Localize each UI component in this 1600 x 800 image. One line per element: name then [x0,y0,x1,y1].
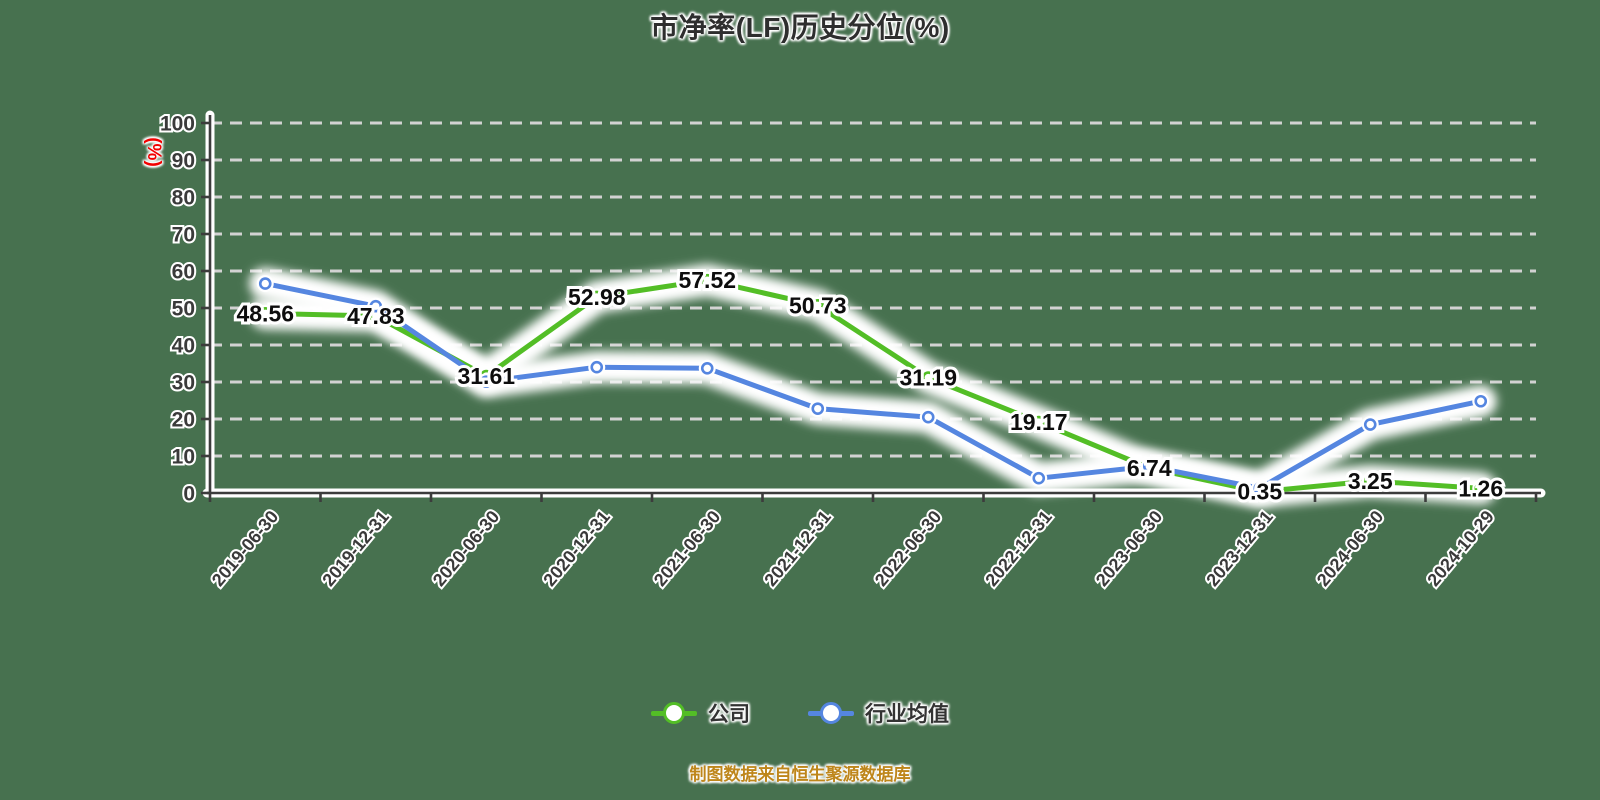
data-point[interactable] [590,360,604,374]
x-tick-label: 2022-06-30 [871,507,946,590]
data-point[interactable] [479,375,493,388]
data-point-label: 50.73 [789,292,847,318]
data-point-label: 52.98 [568,284,626,310]
data-point-label: 48.56 [236,300,294,326]
x-tick-label: 2022-12-31 [981,507,1056,590]
x-tick-label: 2021-12-31 [760,507,835,590]
x-tick-label: 2019-06-30 [208,507,283,590]
data-labels: 48.56 47.83 31.61 52.98 57.52 50.73 31.19 19.17… [233,264,1506,508]
data-point-label: 3.25 [1348,468,1393,494]
x-tick-label: 2023-06-30 [1092,507,1167,590]
data-point[interactable] [811,298,825,312]
y-tick-label: 40 [172,335,195,358]
data-point[interactable] [921,371,935,384]
data-point-label: 47.83 [347,303,405,329]
y-tick-label: 30 [172,372,195,395]
y-tick-label: 60 [172,261,195,284]
legend: 公司 行业均值 [0,698,1600,728]
y-tick-label: 70 [172,224,195,247]
chart-title: 市净率(LF)历史分位(%) [650,12,950,43]
x-tick-label: 2023-12-31 [1202,507,1277,590]
series-line-industry [262,281,1484,491]
data-point[interactable] [1032,471,1046,485]
data-point[interactable] [1032,415,1046,429]
legend-item-label: 公司 [708,703,750,726]
data-point-label: 1.26 [1458,475,1503,501]
source-note: 制图数据来自恒生聚源数据库 [689,765,911,784]
axes [201,115,1541,502]
y-tick-label: 50 [172,298,195,321]
x-tick-label: 2024-10-29 [1423,507,1498,590]
data-point[interactable] [1363,418,1377,431]
data-point[interactable] [1142,460,1156,473]
industry-series-marker-icon [808,701,854,725]
data-point[interactable] [1253,481,1267,495]
data-point[interactable] [700,273,714,287]
data-point[interactable] [1363,474,1377,488]
data-point-label: 31.19 [899,365,957,391]
y-tick-label: 0 [183,483,195,506]
data-point-label: 0.35 [1237,479,1282,505]
y-tick-label: 80 [172,187,195,210]
legend-item-label: 行业均值 [865,703,949,726]
series-points-industry [256,275,1490,497]
x-tick-labels: 2019-06-30 2019-12-31 2020-06-30 2020-12-31… [206,505,1500,592]
data-point[interactable] [700,362,714,375]
legend-item-industry-average[interactable]: 行业均值 [808,698,949,728]
y-tick-label: 90 [172,150,195,173]
legend-item-company[interactable]: 公司 [651,698,750,728]
data-point[interactable] [369,299,383,313]
x-tick-label: 2019-12-31 [318,507,393,590]
x-tick-label: 2021-06-30 [650,507,725,590]
data-point[interactable] [1474,482,1488,495]
data-point[interactable] [590,290,604,304]
data-point[interactable] [258,307,272,320]
data-point-label: 31.61 [457,363,515,389]
data-point-label: 57.52 [678,267,736,293]
company-series-marker-icon [651,701,697,725]
data-point[interactable] [921,410,935,424]
x-tick-label: 2024-06-30 [1313,507,1388,590]
data-point-label: 19.17 [1010,409,1068,435]
data-point[interactable] [811,402,825,415]
x-tick-label: 2020-06-30 [429,507,504,590]
x-tick-label: 2020-12-31 [539,507,614,590]
data-point[interactable] [1474,394,1488,408]
y-tick-label: 100 [160,113,195,136]
data-point-label: 6.74 [1127,455,1172,481]
data-point[interactable] [258,277,272,290]
y-tick-labels: 0 10 20 30 40 50 60 70 80 90 100 [158,111,197,508]
y-tick-label: 10 [172,446,195,469]
y-tick-label: 20 [172,409,195,432]
